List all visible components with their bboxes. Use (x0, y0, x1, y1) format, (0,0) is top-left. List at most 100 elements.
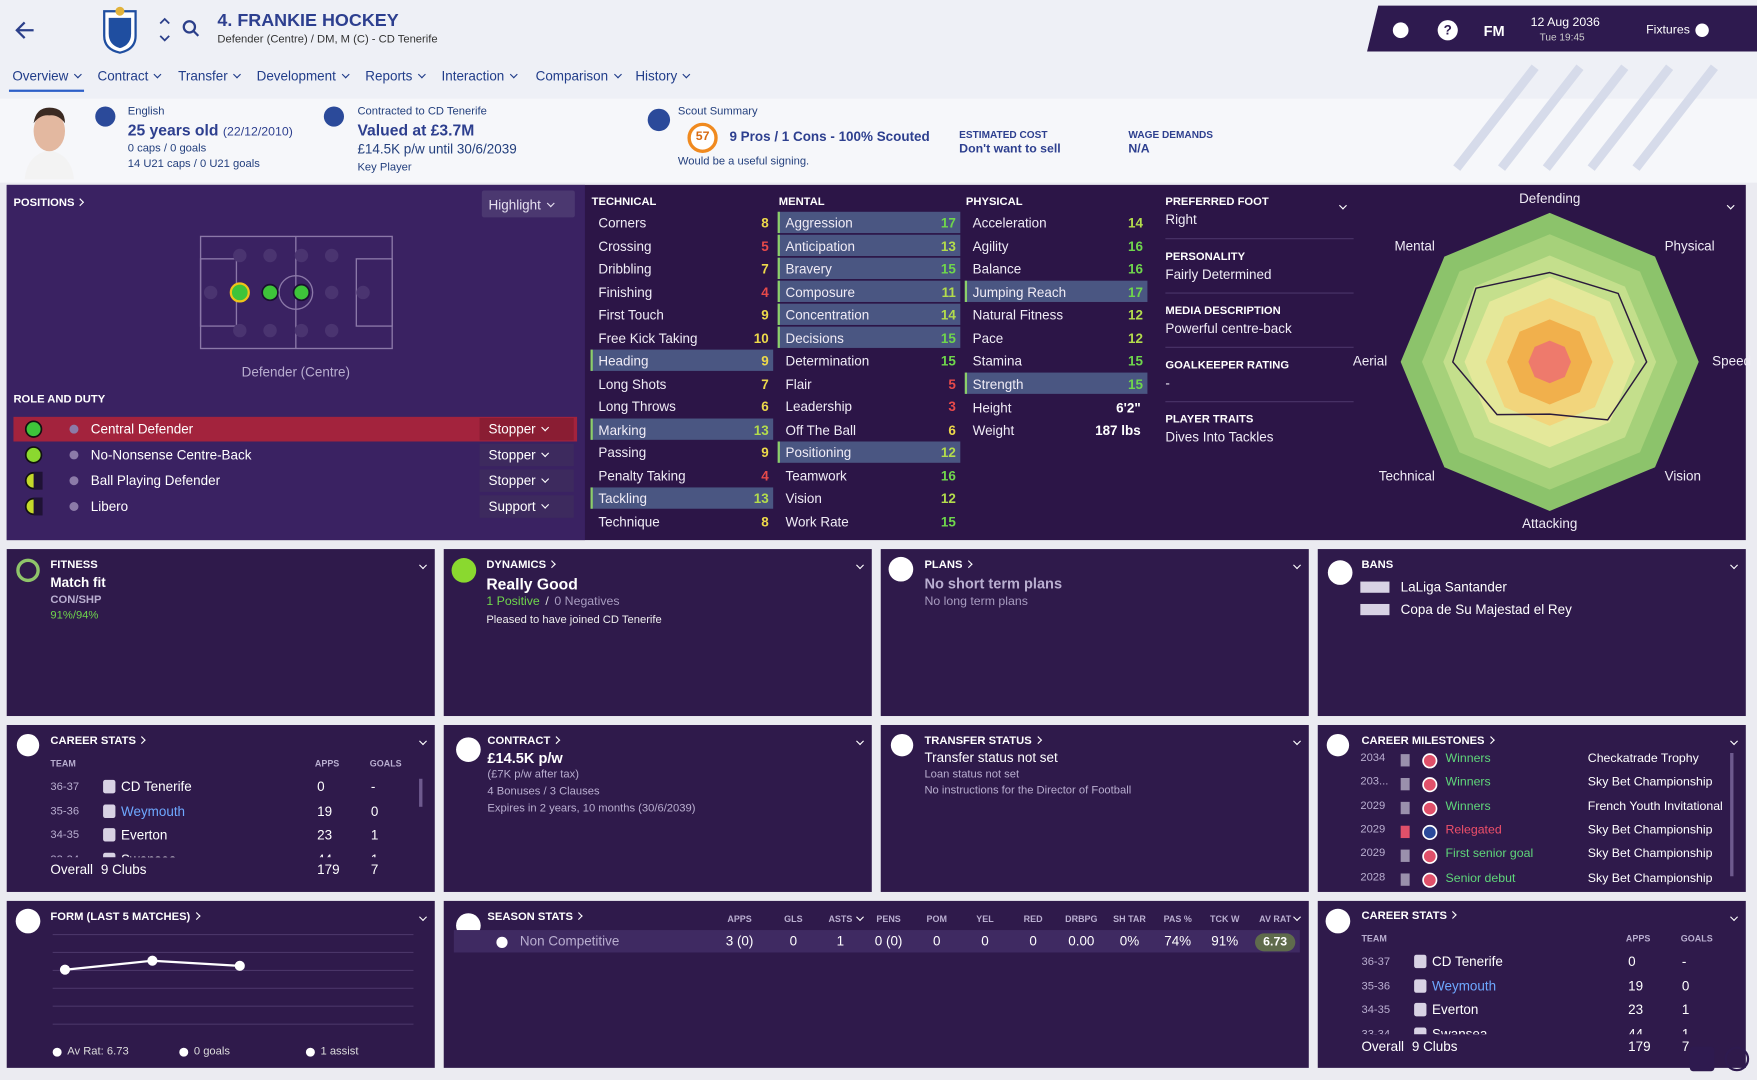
attribute-name: Finishing (598, 284, 653, 300)
attribute-name: Corners (598, 215, 647, 231)
card-dropdown[interactable] (1725, 557, 1737, 577)
tab[interactable]: Comparison (536, 68, 621, 84)
contract-card[interactable] (443, 724, 872, 892)
milestone-icon (1400, 754, 1410, 767)
profile-dropdown[interactable] (1333, 197, 1345, 217)
tab[interactable]: Reports (365, 68, 424, 84)
fitness-label: CON/SHP (50, 593, 102, 607)
card-title[interactable]: CAREER STATS (1361, 910, 1455, 922)
card-title[interactable]: PLANS (924, 559, 971, 571)
card-title[interactable]: DYNAMICS (486, 559, 555, 571)
top-banner (1367, 5, 1757, 52)
dynamics-card[interactable] (443, 549, 872, 717)
scrollbar[interactable] (1730, 753, 1734, 877)
role-name[interactable]: Ball Playing Defender (90, 472, 221, 489)
back-button[interactable] (15, 21, 34, 39)
milestone-result[interactable]: Winners (1445, 775, 1491, 790)
form-card[interactable] (6, 900, 435, 1068)
card-dropdown[interactable] (1288, 557, 1300, 577)
role-duty[interactable]: Stopper (489, 473, 548, 489)
scrollbar[interactable] (419, 778, 423, 807)
tab[interactable]: History (635, 68, 689, 84)
short-plans: No short term plans (924, 574, 1063, 592)
card-title[interactable]: FORM (LAST 5 MATCHES) (50, 911, 199, 923)
attribute-name: Pace (972, 329, 1004, 346)
physique-label: Weight (972, 422, 1015, 439)
mic-button (1689, 1046, 1715, 1072)
role-name[interactable]: Libero (90, 498, 129, 515)
season-value: 0 (933, 933, 941, 950)
season-row-bg (453, 930, 1300, 953)
search[interactable] (182, 20, 200, 37)
card-title[interactable]: SEASON STATS (487, 911, 581, 923)
transfer-card[interactable] (880, 724, 1309, 892)
key-attribute-edge (590, 418, 593, 440)
highlight-label[interactable]: Highlight (489, 197, 554, 213)
milestone-result[interactable]: Winners (1445, 799, 1491, 814)
season-value: 6.73 (1263, 935, 1288, 950)
profile-value: Right (1165, 211, 1197, 228)
team: Everton (1432, 1001, 1479, 1018)
brand[interactable]: FM (1483, 22, 1505, 40)
card-dropdown[interactable] (1725, 909, 1737, 929)
after-tax: (£7K p/w after tax) (487, 768, 579, 782)
card-title[interactable]: CAREER STATS (50, 735, 144, 747)
form-point (59, 964, 71, 975)
plans-card[interactable] (880, 549, 1309, 717)
card-dropdown[interactable] (413, 909, 425, 929)
card-dropdown[interactable] (1288, 733, 1300, 753)
attribute-name: Heading (598, 352, 649, 369)
role-name[interactable]: No-Nonsense Centre-Back (90, 447, 252, 463)
card-title[interactable]: CAREER MILESTONES (1361, 735, 1493, 747)
overall-label: Overall (50, 861, 94, 878)
season-value: 3 (0) (725, 933, 754, 950)
team[interactable]: Weymouth (1432, 977, 1497, 994)
radar-dropdown[interactable] (1721, 197, 1733, 217)
milestone-competition: Sky Bet Championship (1587, 871, 1713, 885)
team[interactable]: Weymouth (121, 802, 186, 819)
rating-icon (52, 1047, 62, 1057)
attribute-value: 14 (1127, 215, 1143, 231)
attribute-value: 15 (940, 329, 956, 346)
positions-title[interactable]: POSITIONS (13, 197, 83, 209)
goals: 1 (371, 851, 378, 857)
role-info (69, 424, 79, 434)
career-card-2[interactable] (1317, 900, 1746, 1068)
milestones-card[interactable] (1317, 724, 1746, 892)
role-duty[interactable]: Support (489, 499, 548, 515)
attribute-value: 14 (940, 307, 956, 323)
scout-title[interactable]: Scout Summary (677, 105, 758, 118)
card-dropdown[interactable] (413, 557, 425, 577)
team: Swansea (121, 851, 176, 857)
prev-next[interactable] (159, 17, 170, 42)
role-duty[interactable]: Stopper (489, 421, 548, 437)
milestone-result[interactable]: Winners (1445, 751, 1491, 766)
help-icon[interactable] (1437, 20, 1458, 41)
card-title[interactable]: TRANSFER STATUS (924, 735, 1040, 747)
tab[interactable]: Contract (97, 68, 160, 84)
milestone-result[interactable]: Relegated (1445, 823, 1502, 837)
tab[interactable]: Overview (12, 68, 80, 84)
role-name[interactable]: Central Defender (90, 421, 194, 438)
card-dropdown[interactable] (850, 557, 862, 577)
card-dropdown[interactable] (850, 733, 862, 753)
career-rows: 36-37 CD Tenerife 0 - 35-36 Weymouth 19 0 34-35 E… (1361, 947, 1731, 1035)
scout-icon (647, 108, 671, 132)
tab[interactable]: Development (257, 68, 349, 84)
role-duty[interactable]: Stopper (489, 447, 548, 463)
season-card[interactable] (443, 900, 1309, 1068)
card-title[interactable]: CONTRACT (487, 735, 559, 747)
fixtures-button[interactable]: Fixtures (1646, 23, 1690, 37)
card-dropdown[interactable] (1725, 733, 1737, 753)
role-rating-gap (33, 497, 43, 516)
help-text: ? (1443, 22, 1452, 39)
tab[interactable]: Transfer (178, 68, 240, 84)
fixtures-arrow[interactable] (1695, 23, 1709, 37)
ball-icon[interactable] (1392, 22, 1409, 39)
milestone-result[interactable]: First senior goal (1445, 847, 1534, 861)
career-card[interactable] (6, 724, 435, 892)
card-dropdown[interactable] (413, 733, 425, 753)
milestone-result[interactable]: Senior debut (1445, 871, 1516, 885)
tab[interactable]: Interaction (441, 68, 516, 84)
season: 34-35 (1361, 1004, 1391, 1017)
